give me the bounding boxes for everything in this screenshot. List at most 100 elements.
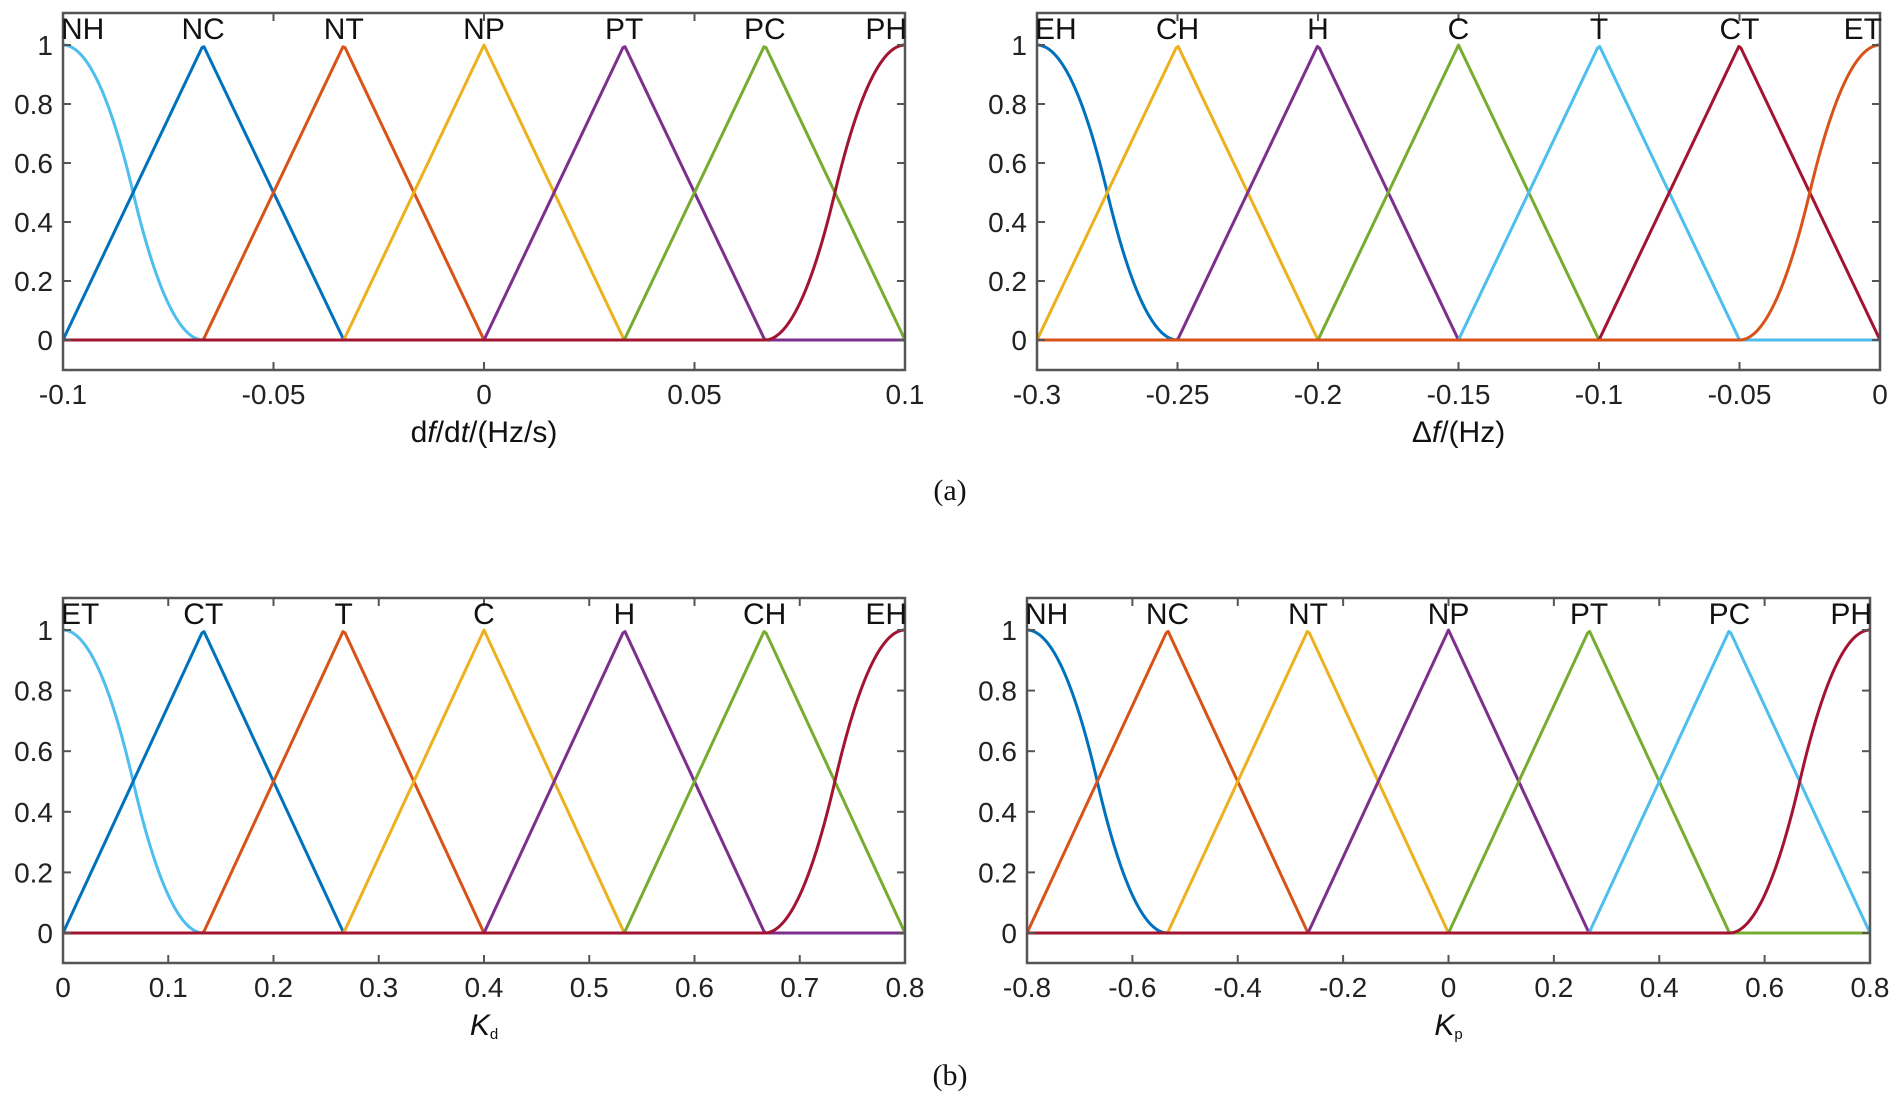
mf-curve-ct <box>1037 44 1882 342</box>
x-tick-label: 0.4 <box>465 972 504 1003</box>
x-label-post: /(Hz/s) <box>469 416 557 449</box>
axes-frame <box>1025 596 1872 965</box>
y-tick-label: 1 <box>37 30 53 61</box>
x-tick-label: 0.8 <box>1851 972 1890 1003</box>
mf-curve-c <box>63 628 905 935</box>
axes-frame <box>1035 11 1882 372</box>
x-label-var: f <box>427 416 438 449</box>
mf-label-eh: EH <box>1035 13 1077 46</box>
mf-curve-np <box>63 43 905 342</box>
y-tick-label: 0.6 <box>14 736 53 767</box>
mf-curve-nh <box>1026 628 1870 935</box>
mf-label-pc: PC <box>1709 598 1751 631</box>
x-label-pre: Δ <box>1412 416 1432 449</box>
x-label-post: /(Hz) <box>1440 416 1505 449</box>
caption-a: (a) <box>933 474 966 507</box>
y-tick-label: 1 <box>1001 615 1017 646</box>
x-tick-label: 0.3 <box>359 972 398 1003</box>
mf-curve-ph <box>1027 628 1871 935</box>
x-tick-label: 0.6 <box>1745 972 1784 1003</box>
mf-label-nh: NH <box>1025 598 1068 631</box>
mf-curve-ph <box>63 43 906 342</box>
mf-curve-pc <box>1027 629 1872 935</box>
x-tick-label: 0.4 <box>1640 972 1679 1003</box>
mf-curve-np <box>1027 628 1870 935</box>
x-axis-label: Δf/(Hz) <box>1412 416 1505 449</box>
x-tick-label: -0.1 <box>39 379 87 410</box>
y-tick-label: 0.2 <box>14 266 53 297</box>
x-tick-label: -0.2 <box>1319 972 1367 1003</box>
y-tick-label: 0.6 <box>14 148 53 179</box>
x-label-subscript: p <box>1454 1026 1462 1043</box>
mf-label-nc: NC <box>182 13 225 46</box>
x-tick-label: -0.05 <box>1708 379 1772 410</box>
y-tick-label: 0.2 <box>988 266 1027 297</box>
x-tick-label: 0.5 <box>570 972 609 1003</box>
mf-curve-h <box>1037 44 1880 342</box>
y-tick-label: 0 <box>37 325 53 356</box>
x-tick-label: -0.3 <box>1013 379 1061 410</box>
x-label-var: f <box>1432 416 1443 449</box>
x-label-var: K <box>470 1009 492 1042</box>
mf-label-nc: NC <box>1146 598 1189 631</box>
axes-frame <box>61 11 907 372</box>
mf-curve-h <box>63 630 905 935</box>
y-tick-label: 0 <box>37 918 53 949</box>
x-tick-label: -0.4 <box>1214 972 1262 1003</box>
x-axis-label: Kd <box>470 1009 498 1043</box>
mf-label-ct: CT <box>183 598 223 631</box>
mf-label-t: T <box>1590 13 1608 46</box>
mf-label-pc: PC <box>744 13 786 46</box>
mf-curve-nt <box>1027 629 1870 935</box>
mf-label-c: C <box>1448 13 1470 46</box>
y-tick-label: 0.8 <box>14 676 53 707</box>
mf-curve-nt <box>63 45 905 342</box>
mf-curve-pt <box>63 45 905 342</box>
mf-curve-nc <box>1025 629 1870 935</box>
x-tick-label: 0 <box>476 379 492 410</box>
mf-curve-nc <box>61 45 905 342</box>
y-tick-label: 0.6 <box>988 148 1027 179</box>
x-label-mid: /d <box>436 416 461 449</box>
x-tick-label: 0 <box>1441 972 1457 1003</box>
mf-label-pt: PT <box>605 13 643 46</box>
y-tick-label: 0.2 <box>978 857 1017 888</box>
x-tick-label: -0.05 <box>242 379 306 410</box>
mf-curve-nh <box>62 43 905 342</box>
mf-label-ph: PH <box>1830 598 1872 631</box>
y-tick-label: 1 <box>1011 30 1027 61</box>
mf-label-et: ET <box>1844 13 1882 46</box>
axes-frame <box>61 596 907 965</box>
mf-label-ch: CH <box>1156 13 1199 46</box>
mf-curve-pt <box>1027 629 1870 935</box>
x-tick-label: -0.8 <box>1003 972 1051 1003</box>
x-tick-label: 0.2 <box>1534 972 1573 1003</box>
mf-curve-c <box>1037 43 1880 342</box>
mf-label-ct: CT <box>1720 13 1760 46</box>
y-tick-label: 0.8 <box>978 676 1017 707</box>
x-tick-label: 0 <box>55 972 71 1003</box>
mf-label-ph: PH <box>865 13 907 46</box>
x-tick-label: 0.1 <box>149 972 188 1003</box>
mf-label-np: NP <box>463 13 505 46</box>
mf-curve-eh <box>1036 43 1880 342</box>
x-label-subscript: d <box>490 1026 498 1043</box>
y-tick-label: 1 <box>37 615 53 646</box>
y-tick-label: 0 <box>1001 918 1017 949</box>
x-tick-label: -0.6 <box>1108 972 1156 1003</box>
mf-curve-eh <box>63 628 906 935</box>
y-tick-label: 0.6 <box>978 736 1017 767</box>
x-tick-label: 0.2 <box>254 972 293 1003</box>
x-label-var: K <box>1434 1009 1456 1042</box>
x-tick-label: -0.15 <box>1427 379 1491 410</box>
mf-label-nh: NH <box>61 13 104 46</box>
mf-curve-ch <box>63 630 907 935</box>
caption-b: (b) <box>933 1059 968 1092</box>
chart-panel-2: 0 0.1 0.2 0.3 0.4 0.5 0.6 0.7 0.800.20.40.60.81 E… <box>14 596 924 1043</box>
y-tick-label: 0 <box>1011 325 1027 356</box>
mf-label-pt: PT <box>1570 598 1608 631</box>
x-tick-label: -0.1 <box>1575 379 1623 410</box>
y-tick-label: 0.2 <box>14 857 53 888</box>
mf-label-nt: NT <box>1288 598 1328 631</box>
